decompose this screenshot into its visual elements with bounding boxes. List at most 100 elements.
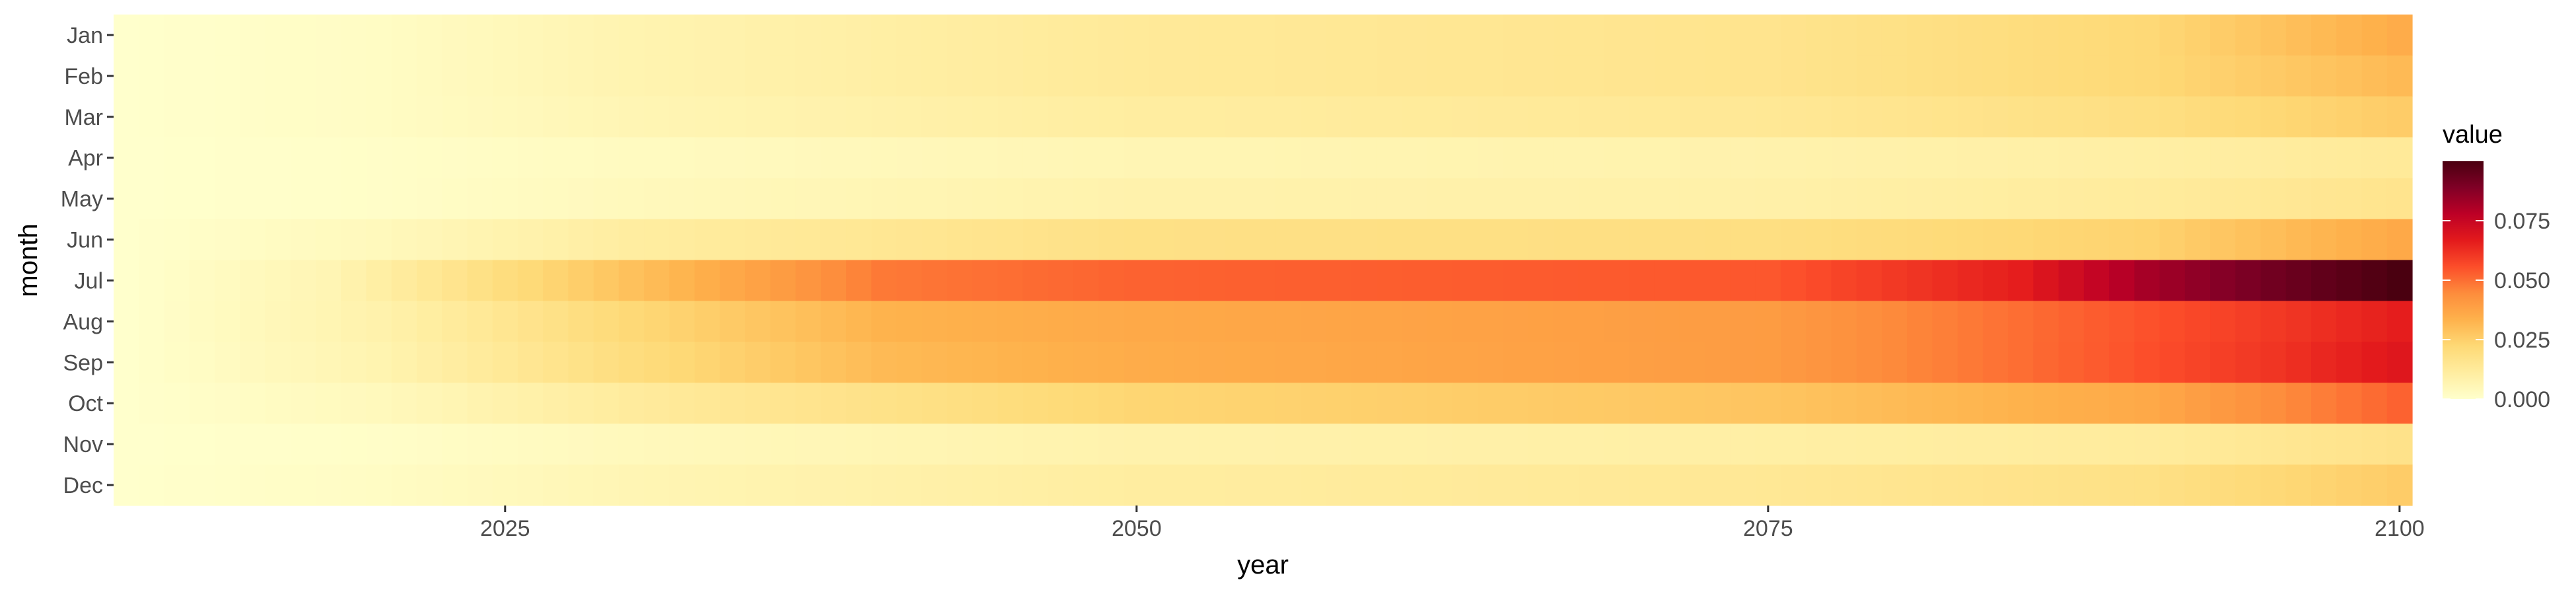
heatmap-cell xyxy=(1579,96,1604,138)
heatmap-cell xyxy=(2058,301,2085,342)
heatmap-cell xyxy=(2361,219,2388,261)
heatmap-cell xyxy=(1679,96,1705,138)
heatmap-cell xyxy=(2210,15,2236,56)
heatmap-cell xyxy=(1679,55,1705,97)
heatmap-cell xyxy=(214,178,240,220)
heatmap-cell xyxy=(1528,465,1554,506)
heatmap-cell xyxy=(1856,383,1882,424)
heatmap-cell xyxy=(997,465,1024,506)
heatmap-cell xyxy=(1957,96,1984,138)
heatmap-cell xyxy=(1402,15,1428,56)
heatmap-cell xyxy=(139,137,165,179)
heatmap-cell xyxy=(1427,96,1453,138)
heatmap-cell xyxy=(1654,178,1680,220)
heatmap-cell xyxy=(1730,424,1756,465)
heatmap-cell xyxy=(871,465,898,506)
heatmap-cell xyxy=(1604,301,1630,342)
heatmap-cell xyxy=(164,137,190,179)
heatmap-cell xyxy=(1048,465,1074,506)
heatmap-cell xyxy=(1124,96,1150,138)
heatmap-cell xyxy=(997,219,1024,261)
heatmap-cell xyxy=(921,465,948,506)
heatmap-cell xyxy=(189,465,215,506)
heatmap-cell xyxy=(2260,15,2287,56)
heatmap-cell xyxy=(543,178,569,220)
heatmap-cell xyxy=(290,55,316,97)
heatmap-cell xyxy=(997,137,1024,179)
heatmap-cell xyxy=(2361,55,2388,97)
heatmap-cell xyxy=(2260,55,2287,97)
heatmap-cell xyxy=(2285,342,2312,383)
heatmap-cell xyxy=(1730,137,1756,179)
heatmap-cell xyxy=(1982,465,2009,506)
heatmap-cell xyxy=(2083,301,2110,342)
heatmap-cell xyxy=(644,342,670,383)
heatmap-cell xyxy=(1048,342,1074,383)
heatmap-cell xyxy=(846,15,872,56)
heatmap-cell xyxy=(1856,15,1882,56)
heatmap-cell xyxy=(618,260,645,302)
heatmap-cell xyxy=(1098,137,1125,179)
heatmap-cell xyxy=(694,219,721,261)
heatmap-cell xyxy=(846,178,872,220)
heatmap-cell xyxy=(1174,260,1200,302)
heatmap-cell xyxy=(442,15,468,56)
heatmap-cell xyxy=(1629,342,1655,383)
heatmap-cell xyxy=(2159,96,2186,138)
heatmap-cell xyxy=(669,465,696,506)
heatmap-cell xyxy=(517,55,544,97)
heatmap-cell xyxy=(1427,260,1453,302)
heatmap-cell xyxy=(214,301,240,342)
legend-title: value xyxy=(2443,121,2503,149)
heatmap-cell xyxy=(442,260,468,302)
heatmap-cell xyxy=(341,424,367,465)
heatmap-cell xyxy=(1528,219,1554,261)
heatmap-cell xyxy=(1478,301,1503,342)
heatmap-cell xyxy=(189,260,215,302)
heatmap-cell xyxy=(1780,383,1807,424)
heatmap-cell xyxy=(1780,342,1807,383)
heatmap-cell xyxy=(2235,219,2262,261)
heatmap-cell xyxy=(1199,424,1226,465)
heatmap-cell xyxy=(214,424,240,465)
heatmap-cell xyxy=(265,260,291,302)
heatmap-cell xyxy=(745,465,771,506)
heatmap-cell xyxy=(1679,15,1705,56)
heatmap-cell xyxy=(290,342,316,383)
heatmap-cell xyxy=(694,465,721,506)
y-tick-label: Jul xyxy=(75,268,103,293)
heatmap-cell xyxy=(1579,383,1604,424)
heatmap-cell xyxy=(947,96,973,138)
heatmap-cell xyxy=(467,342,493,383)
heatmap-cell xyxy=(871,55,898,97)
heatmap-cell xyxy=(1679,301,1705,342)
heatmap-cell xyxy=(1553,301,1579,342)
heatmap-cell xyxy=(1250,178,1276,220)
heatmap-cell xyxy=(1503,342,1529,383)
heatmap-cell xyxy=(1629,178,1655,220)
heatmap-cell xyxy=(2210,301,2236,342)
heatmap-cell xyxy=(593,465,620,506)
heatmap-cell xyxy=(1301,137,1327,179)
heatmap-cell xyxy=(1705,96,1731,138)
heatmap-cell xyxy=(1503,383,1529,424)
heatmap-cell xyxy=(1022,55,1049,97)
heatmap-cell xyxy=(189,137,215,179)
heatmap-cell xyxy=(1957,424,1984,465)
heatmap-cell xyxy=(1629,260,1655,302)
heatmap-cell xyxy=(492,219,519,261)
heatmap-cell xyxy=(1730,55,1756,97)
heatmap-cell xyxy=(2285,383,2312,424)
heatmap-cell xyxy=(820,465,847,506)
heatmap-cell xyxy=(2083,260,2110,302)
heatmap-cell xyxy=(114,137,139,179)
heatmap-cell xyxy=(492,96,519,138)
heatmap-cell xyxy=(1326,301,1352,342)
heatmap-cell xyxy=(416,301,443,342)
heatmap-cell xyxy=(1654,424,1680,465)
heatmap-cell xyxy=(745,260,771,302)
heatmap-cell xyxy=(1225,55,1251,97)
heatmap-cell xyxy=(2058,137,2085,179)
heatmap-cell xyxy=(1957,178,1984,220)
heatmap-cell xyxy=(391,383,417,424)
